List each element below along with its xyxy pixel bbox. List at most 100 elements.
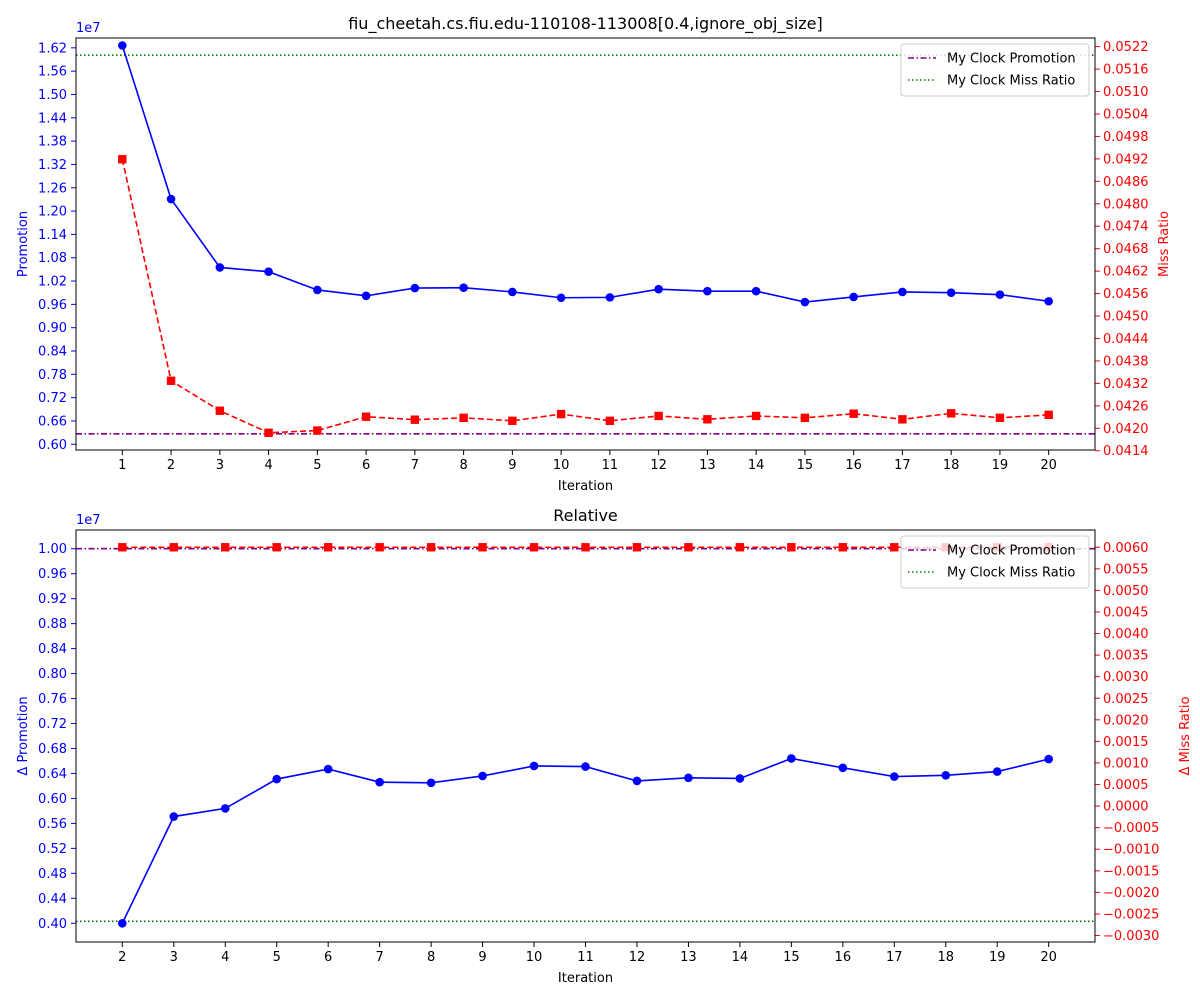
x-tick-label: 19 — [989, 950, 1006, 965]
data-point-right — [375, 543, 384, 552]
y-left-tick-label: 0.78 — [38, 368, 67, 383]
x-tick-label: 7 — [411, 458, 419, 473]
y-left-tick-label: 0.72 — [38, 391, 67, 406]
y-right-tick-label: 0.0480 — [1103, 197, 1149, 212]
x-tick-label: 5 — [273, 950, 281, 965]
legend: My Clock Promotion My Clock Miss Ratio — [900, 43, 1090, 97]
x-tick-label: 6 — [362, 458, 370, 473]
x-tick-label: 18 — [937, 950, 954, 965]
y-left-tick-label: 1.02 — [38, 275, 67, 290]
y-right-tick-label: 0.0035 — [1103, 649, 1149, 664]
data-point-right — [478, 543, 487, 552]
data-point-left — [1044, 296, 1053, 306]
data-point-left — [478, 771, 487, 781]
data-point-left — [703, 286, 712, 296]
data-point-left — [654, 284, 663, 294]
y-left-tick-label: 0.56 — [38, 817, 67, 832]
series-line-right — [121, 159, 1049, 434]
y-right-tick-label: 0.0010 — [1103, 756, 1149, 771]
data-point-left — [946, 288, 956, 298]
y-right-tick-label: 0.0030 — [1103, 670, 1149, 685]
data-point-right — [221, 543, 230, 552]
series-line-left — [121, 45, 1049, 303]
data-point-left — [264, 267, 273, 277]
data-point-right — [508, 416, 517, 426]
data-point-left — [508, 287, 517, 297]
x-tick-label: 3 — [216, 458, 224, 473]
y-left-tick-label: 0.60 — [38, 792, 67, 807]
y-left-tick-label: 1.14 — [38, 228, 67, 243]
y-right-tick-label: 0.0438 — [1103, 354, 1149, 369]
data-point-right — [946, 409, 956, 418]
left-axis-exponent: 1e7 — [76, 21, 101, 36]
data-point-right — [264, 428, 273, 437]
y-right-tick-label: 0.0504 — [1103, 107, 1149, 122]
data-point-right — [703, 415, 712, 424]
legend: My Clock Promotion My Clock Miss Ratio — [900, 535, 1090, 589]
x-tick-label: 14 — [732, 950, 749, 965]
y-left-tick-label: 0.66 — [38, 414, 67, 429]
data-point-left — [898, 287, 907, 297]
plot-frame — [75, 529, 1096, 943]
data-point-left — [556, 293, 566, 303]
x-axis-label: Iteration — [558, 971, 613, 986]
data-point-left — [751, 286, 761, 296]
y-right-tick-label: 0.0468 — [1103, 242, 1149, 257]
y-right-tick-label: 0.0040 — [1103, 627, 1149, 642]
y-left-axis-label: Δ Promotion — [16, 696, 31, 775]
data-point-left — [787, 754, 796, 763]
data-point-right — [787, 543, 796, 552]
y-right-tick-label: −0.0005 — [1103, 821, 1159, 836]
y-left-tick-label: 1.38 — [38, 135, 67, 150]
x-tick-label: 15 — [797, 458, 814, 473]
data-point-right — [898, 415, 907, 424]
x-tick-label: 17 — [886, 950, 903, 965]
x-tick-label: 2 — [118, 950, 126, 965]
left-axis-exponent: 1e7 — [76, 513, 101, 528]
data-point-right — [556, 409, 566, 419]
x-tick-label: 8 — [459, 458, 467, 473]
x-tick-label: 5 — [313, 458, 321, 473]
chart-title: fiu_cheetah.cs.fiu.edu-110108-113008[0.4… — [348, 14, 823, 34]
x-tick-label: 2 — [167, 458, 175, 473]
y-right-tick-label: 0.0444 — [1103, 332, 1149, 347]
x-tick-label: 19 — [992, 458, 1009, 473]
y-left-tick-label: 1.08 — [38, 251, 67, 266]
x-tick-label: 12 — [629, 950, 646, 965]
data-point-right — [684, 543, 693, 552]
x-tick-label: 13 — [699, 458, 716, 473]
data-point-left — [220, 804, 230, 813]
x-tick-label: 9 — [478, 950, 486, 965]
data-point-left — [992, 767, 1002, 776]
data-point-left — [313, 285, 322, 295]
y-right-tick-label: 0.0456 — [1103, 287, 1149, 302]
x-tick-label: 13 — [680, 950, 697, 965]
y-left-axis-label: Promotion — [16, 211, 31, 277]
data-point-right — [361, 412, 371, 421]
data-point-right — [1044, 410, 1053, 420]
y-left-tick-label: 0.52 — [38, 842, 67, 857]
x-tick-label: 7 — [376, 950, 384, 965]
data-point-left — [800, 297, 810, 307]
x-tick-label: 3 — [170, 950, 178, 965]
y-right-tick-label: 0.0486 — [1103, 175, 1149, 190]
data-point-left — [118, 918, 127, 928]
x-tick-label: 18 — [943, 458, 960, 473]
x-tick-label: 10 — [526, 950, 543, 965]
data-point-left — [118, 41, 127, 50]
plot-frame — [75, 37, 1096, 451]
data-point-left — [1044, 754, 1053, 764]
data-point-right — [169, 543, 178, 552]
y-right-tick-label: 0.0450 — [1103, 310, 1149, 325]
data-point-right — [849, 409, 858, 418]
y-left-tick-label: 1.32 — [38, 158, 67, 173]
data-point-right — [215, 406, 225, 415]
x-tick-label: 8 — [427, 950, 435, 965]
data-point-right — [654, 411, 663, 421]
y-right-tick-label: 0.0522 — [1103, 40, 1149, 55]
y-right-tick-label: 0.0020 — [1103, 713, 1149, 728]
y-right-tick-label: 0.0414 — [1103, 444, 1149, 459]
legend-label: My Clock Miss Ratio — [947, 74, 1075, 89]
x-tick-label: 12 — [650, 458, 667, 473]
